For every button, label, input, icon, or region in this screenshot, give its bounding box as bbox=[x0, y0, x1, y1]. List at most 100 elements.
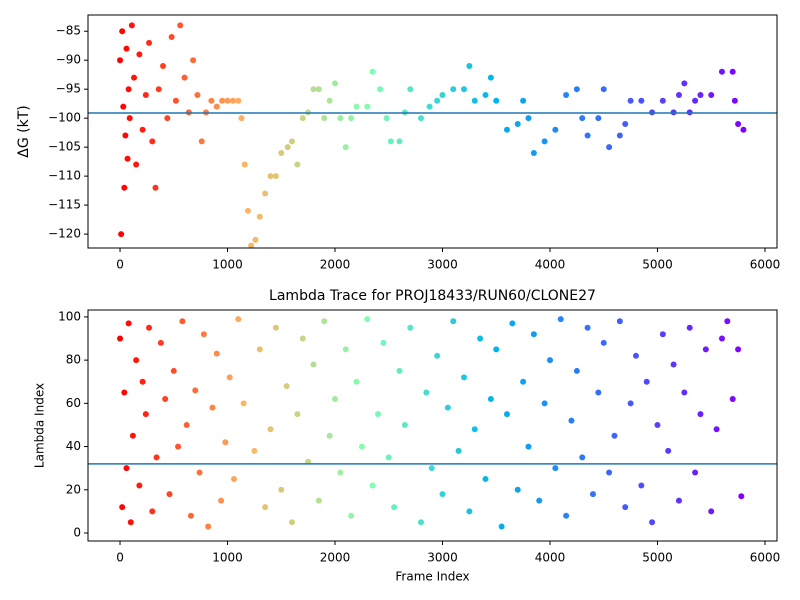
point bbox=[713, 426, 720, 433]
point bbox=[450, 86, 457, 93]
point bbox=[434, 97, 441, 104]
point bbox=[181, 74, 188, 81]
point bbox=[241, 161, 248, 168]
point bbox=[170, 367, 177, 374]
point bbox=[514, 120, 521, 127]
point bbox=[541, 138, 548, 145]
y-tick-label: 20 bbox=[66, 482, 81, 496]
point bbox=[455, 447, 462, 454]
point bbox=[530, 331, 537, 338]
point bbox=[584, 324, 591, 331]
point bbox=[377, 86, 384, 93]
point bbox=[702, 346, 709, 353]
point bbox=[417, 115, 424, 122]
point bbox=[129, 432, 136, 439]
point bbox=[536, 497, 543, 504]
point bbox=[337, 115, 344, 122]
point bbox=[434, 352, 441, 359]
point bbox=[267, 173, 274, 180]
point bbox=[686, 324, 693, 331]
point bbox=[606, 469, 613, 476]
point bbox=[708, 91, 715, 98]
point bbox=[124, 155, 131, 162]
point bbox=[731, 97, 738, 104]
point bbox=[219, 97, 226, 104]
point bbox=[439, 491, 446, 498]
point bbox=[471, 97, 478, 104]
x-tick-label: 4000 bbox=[535, 551, 566, 565]
point bbox=[127, 519, 134, 526]
point bbox=[146, 324, 153, 331]
point bbox=[321, 115, 328, 122]
point bbox=[238, 115, 245, 122]
point bbox=[256, 346, 263, 353]
point bbox=[729, 68, 736, 75]
point bbox=[692, 97, 699, 104]
point bbox=[326, 432, 333, 439]
x-tick-label: 2000 bbox=[320, 258, 351, 272]
point bbox=[364, 103, 371, 110]
point bbox=[122, 132, 129, 139]
point bbox=[638, 97, 645, 104]
y-tick-label: 40 bbox=[66, 439, 81, 453]
point bbox=[627, 400, 634, 407]
point bbox=[740, 126, 747, 133]
x-tick-label: 5000 bbox=[642, 258, 673, 272]
point bbox=[514, 486, 521, 493]
point bbox=[251, 447, 258, 454]
point bbox=[187, 512, 194, 519]
point bbox=[332, 396, 339, 403]
point bbox=[179, 318, 186, 325]
point bbox=[196, 469, 203, 476]
point bbox=[708, 508, 715, 515]
point bbox=[123, 465, 130, 472]
point bbox=[348, 512, 355, 519]
point bbox=[681, 80, 688, 87]
point bbox=[205, 523, 212, 530]
point bbox=[244, 207, 251, 214]
point bbox=[460, 374, 467, 381]
point bbox=[157, 339, 164, 346]
point bbox=[616, 318, 623, 325]
point bbox=[385, 454, 392, 461]
points bbox=[117, 316, 745, 530]
point bbox=[692, 469, 699, 476]
point bbox=[283, 383, 290, 390]
point bbox=[423, 389, 430, 396]
point bbox=[208, 97, 215, 104]
point bbox=[611, 432, 618, 439]
point bbox=[724, 318, 731, 325]
point bbox=[200, 331, 207, 338]
point bbox=[417, 519, 424, 526]
x-tick-label: 6000 bbox=[750, 258, 781, 272]
point bbox=[638, 482, 645, 489]
point bbox=[117, 335, 124, 342]
point bbox=[595, 115, 602, 122]
point bbox=[192, 387, 199, 394]
point bbox=[471, 426, 478, 433]
point bbox=[153, 454, 160, 461]
point bbox=[369, 482, 376, 489]
point bbox=[552, 126, 559, 133]
point bbox=[183, 421, 190, 428]
point bbox=[563, 91, 570, 98]
x-tick-label: 3000 bbox=[427, 551, 458, 565]
plot-area bbox=[88, 22, 777, 248]
point bbox=[632, 352, 639, 359]
point bbox=[450, 318, 457, 325]
point bbox=[407, 324, 414, 331]
point bbox=[407, 86, 414, 93]
point bbox=[391, 504, 398, 511]
point bbox=[294, 411, 301, 418]
x-tick-label: 6000 bbox=[750, 551, 781, 565]
point bbox=[364, 316, 371, 323]
point bbox=[622, 120, 629, 127]
point bbox=[342, 346, 349, 353]
point bbox=[525, 115, 532, 122]
point bbox=[600, 339, 607, 346]
point bbox=[563, 512, 570, 519]
point bbox=[136, 482, 143, 489]
point bbox=[139, 378, 146, 385]
point bbox=[396, 367, 403, 374]
point bbox=[573, 367, 580, 374]
